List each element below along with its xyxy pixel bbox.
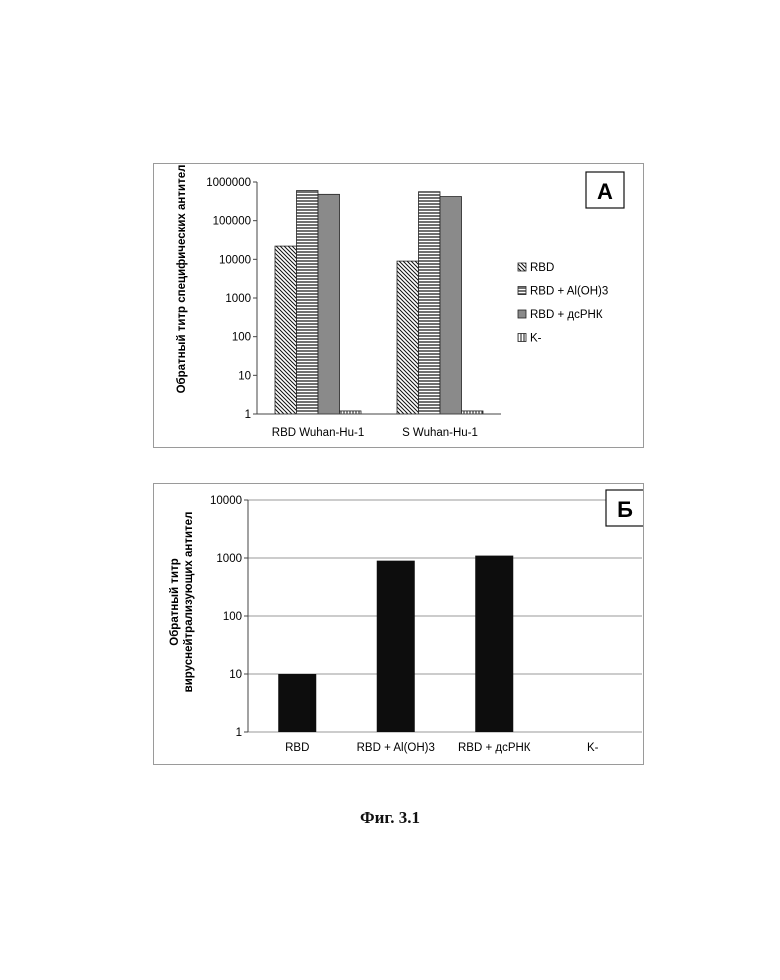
chart-b-svg: 1 10 100 1000 10000 RBD RBD + Al(OH)3 RBD + дс…: [154, 484, 643, 764]
legend-swatch: [518, 263, 526, 271]
bar-2: [475, 556, 513, 732]
panel-letter: Б: [617, 497, 633, 522]
y-tick-label: 1000: [216, 553, 242, 565]
bar-1: [377, 561, 415, 732]
y-tick-label: 100: [223, 611, 242, 623]
chart-panel-b: 1 10 100 1000 10000 RBD RBD + Al(OH)3 RBD + дс…: [153, 483, 644, 765]
bar-horizontal-0: [297, 191, 319, 414]
y-tick-label: 10: [229, 669, 242, 681]
y-tick-label: 1: [245, 409, 251, 421]
y-tick-label: 100000: [213, 216, 251, 228]
x-category-label: RBD: [285, 742, 309, 754]
x-category-label: K-: [587, 742, 599, 754]
panel-letter: А: [597, 179, 613, 204]
y-tick-label: 100: [232, 332, 251, 344]
figure-caption: Фиг. 3.1: [0, 808, 780, 828]
y-axis-label: Обратный титр специфических антител: [176, 165, 188, 394]
legend-swatch: [518, 310, 526, 318]
legend-swatch: [518, 334, 526, 342]
legend-label: RBD: [530, 262, 554, 274]
bar-diagonal-1: [397, 261, 419, 414]
chart-a-svg: 1 10 100 1000 10000 100000 1000000 RBD Wuhan-H…: [154, 164, 643, 447]
legend-label: RBD + дсРНК: [530, 309, 603, 321]
y-tick-label: 10: [238, 370, 251, 382]
x-category-label: RBD + Al(OH)3: [357, 742, 435, 754]
legend-label: RBD + Al(OH)3: [530, 286, 608, 298]
y-axis-label-line-1: Обратный титр: [169, 558, 181, 646]
legend-swatch: [518, 287, 526, 295]
y-tick-label: 10000: [210, 495, 242, 507]
bar-gray-0: [318, 194, 340, 414]
bar-gray-1: [440, 197, 462, 414]
y-tick-label: 10000: [219, 254, 251, 266]
y-tick-label: 1000: [225, 293, 251, 305]
legend-label: K-: [530, 333, 542, 345]
chart-panel-a: 1 10 100 1000 10000 100000 1000000 RBD Wuhan-H…: [153, 163, 644, 448]
bar-horizontal-1: [419, 192, 441, 414]
y-axis-label-line-2: вируснейтрализующих антител: [183, 512, 195, 693]
y-tick-label: 1000000: [206, 177, 251, 189]
y-tick-label: 1: [236, 727, 242, 739]
bar-diagonal-0: [275, 246, 297, 414]
x-category-label: S Wuhan-Hu-1: [402, 427, 478, 439]
x-category-label: RBD Wuhan-Hu-1: [272, 427, 364, 439]
bar-0: [278, 674, 316, 732]
x-category-label: RBD + дсРНК: [458, 742, 531, 754]
